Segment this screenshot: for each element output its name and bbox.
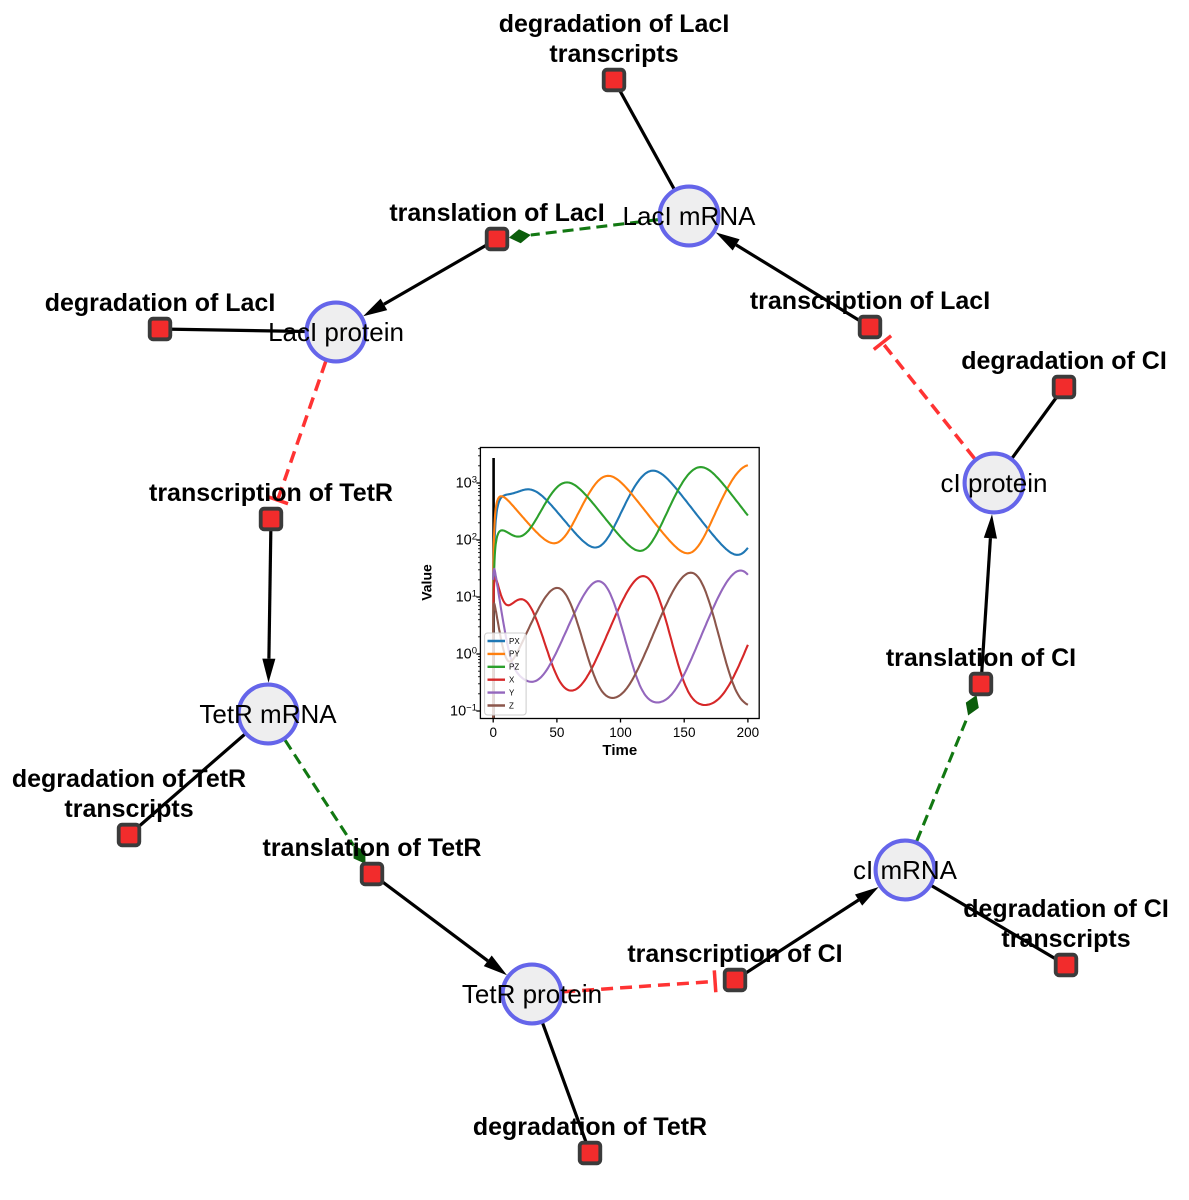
svg-text:100: 100 (609, 725, 632, 740)
svg-text:Value: Value (419, 564, 435, 601)
svg-text:transcripts: transcripts (1001, 925, 1130, 953)
svg-text:translation of LacI: translation of LacI (389, 199, 604, 227)
svg-text:0: 0 (489, 725, 497, 740)
svg-text:cI mRNA: cI mRNA (853, 855, 958, 885)
svg-text:Time: Time (602, 742, 637, 759)
svg-text:degradation of CI: degradation of CI (963, 895, 1169, 923)
svg-text:transcription of TetR: transcription of TetR (149, 479, 393, 507)
svg-text:PZ: PZ (509, 663, 519, 672)
svg-text:transcripts: transcripts (64, 795, 193, 823)
svg-text:transcripts: transcripts (549, 40, 678, 68)
svg-text:translation of CI: translation of CI (886, 644, 1076, 672)
svg-text:Z: Z (509, 701, 514, 710)
svg-text:100: 100 (456, 646, 477, 663)
svg-text:Y: Y (509, 688, 515, 697)
svg-text:degradation of CI: degradation of CI (961, 347, 1167, 375)
svg-text:transcription of CI: transcription of CI (627, 940, 842, 968)
svg-text:PY: PY (509, 650, 520, 659)
svg-text:TetR mRNA: TetR mRNA (199, 699, 337, 729)
svg-text:101: 101 (456, 589, 477, 606)
svg-text:200: 200 (737, 725, 760, 740)
svg-text:degradation of LacI: degradation of LacI (499, 10, 730, 38)
svg-text:50: 50 (549, 725, 564, 740)
svg-text:102: 102 (456, 532, 477, 549)
svg-text:degradation of TetR: degradation of TetR (12, 765, 246, 793)
svg-text:degradation of LacI: degradation of LacI (45, 289, 276, 317)
svg-text:150: 150 (673, 725, 696, 740)
svg-text:translation of TetR: translation of TetR (263, 834, 482, 862)
svg-text:LacI mRNA: LacI mRNA (623, 201, 757, 231)
svg-text:PX: PX (509, 637, 520, 646)
svg-text:transcription of LacI: transcription of LacI (750, 287, 990, 315)
svg-text:degradation of TetR: degradation of TetR (473, 1113, 707, 1141)
svg-text:LacI protein: LacI protein (268, 317, 404, 347)
svg-text:cI protein: cI protein (941, 468, 1048, 498)
svg-text:TetR protein: TetR protein (462, 979, 602, 1009)
svg-text:X: X (509, 676, 515, 685)
svg-text:103: 103 (456, 475, 477, 492)
